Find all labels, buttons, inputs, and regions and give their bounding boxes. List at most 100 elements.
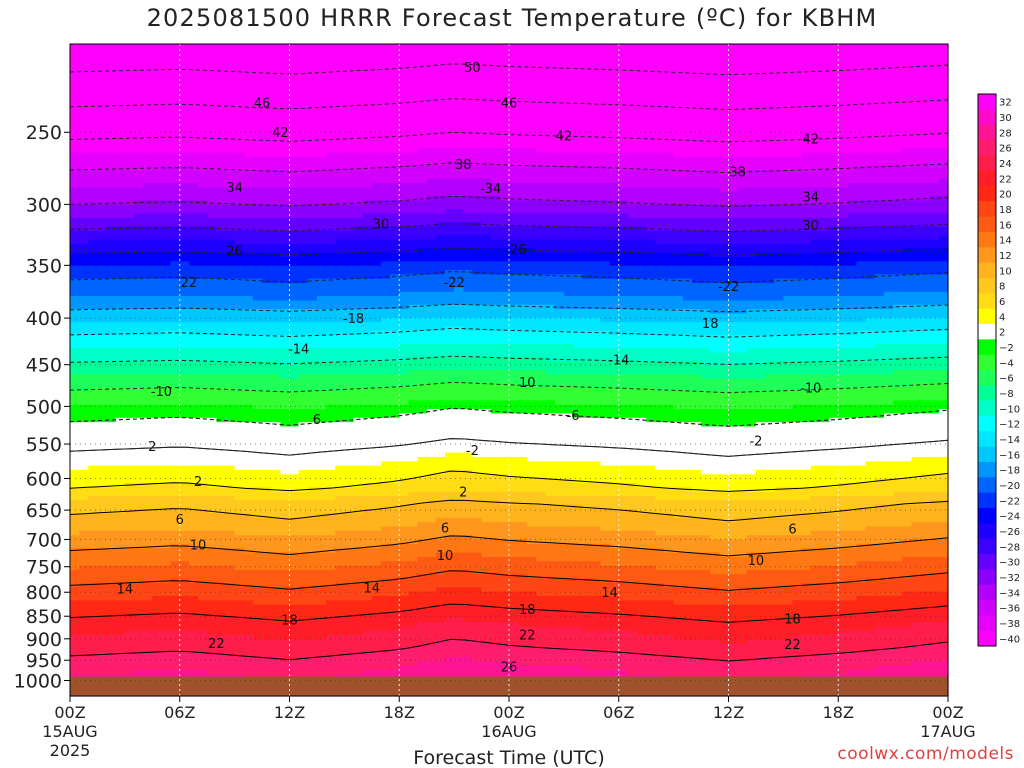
field-cell [134,265,144,271]
field-cell [243,96,254,102]
field-cell [746,65,757,71]
field-cell [252,165,263,171]
field-cell [316,200,327,206]
field-cell [88,91,99,97]
field-cell [426,178,437,184]
field-cell [563,252,574,258]
field-cell [444,152,455,158]
field-cell [426,57,437,62]
field-cell [646,230,656,236]
temperature-field [70,44,949,697]
field-cell [390,226,400,232]
field-cell [417,87,428,93]
field-cell [545,209,556,215]
field-cell [179,252,190,258]
field-cell [728,109,739,115]
field-cell [710,139,720,145]
field-cell [262,157,272,162]
field-cell [856,83,867,89]
field-cell [344,96,355,102]
field-cell [307,130,318,136]
field-cell [755,209,766,215]
field-cell [518,178,528,184]
field-cell [170,130,181,136]
field-cell [554,174,565,180]
field-cell [573,209,583,215]
field-cell [170,143,181,149]
field-cell [746,209,757,215]
field-cell [737,165,748,171]
field-cell [481,139,492,145]
field-cell [124,178,135,184]
field-cell [838,48,848,54]
field-cell [179,178,190,184]
field-cell [79,213,89,219]
field-cell [746,261,757,267]
field-cell [646,117,656,123]
field-cell [554,261,565,267]
field-cell [682,170,693,175]
field-cell [198,117,208,123]
field-cell [161,235,172,241]
field-cell [673,178,684,184]
field-cell [627,91,638,97]
field-cell [819,235,830,241]
field-cell [143,126,153,132]
field-cell [801,252,812,258]
field-cell [673,143,684,149]
field-cell [134,226,144,232]
field-cell [847,152,858,158]
field-cell [591,200,602,206]
field-cell [627,157,638,162]
field-cell [591,83,602,89]
field-cell [527,113,538,119]
field-cell [444,217,455,223]
field-cell [307,178,318,184]
field-cell [362,209,373,215]
field-cell [243,113,254,119]
field-cell [353,256,364,262]
field-cell [399,122,409,128]
field-cell [509,83,519,89]
field-cell [682,243,693,249]
field-cell [554,135,565,141]
field-cell [207,178,217,184]
field-cell [938,248,949,254]
field-cell [380,165,391,171]
field-cell [481,100,492,106]
field-cell [929,143,940,149]
field-cell [627,191,638,197]
field-cell [582,52,592,58]
field-cell [326,191,336,197]
field-cell [682,161,693,167]
field-cell [819,96,830,102]
field-cell [390,113,400,119]
field-cell [79,248,89,254]
field-cell [298,104,309,110]
field-cell [143,148,153,154]
field-cell [737,230,748,236]
field-cell [920,243,931,249]
field-cell [335,74,345,80]
field-cell [783,178,794,184]
field-cell [664,57,675,62]
field-cell [554,222,565,228]
field-cell [97,52,108,58]
field-cell [298,143,309,149]
field-cell [179,52,190,58]
field-cell [426,204,437,210]
field-cell [198,217,208,223]
field-cell [563,200,574,206]
field-cell [88,104,99,110]
field-cell [481,65,492,71]
field-cell [646,109,656,115]
field-cell [234,65,245,71]
field-cell [609,139,620,145]
field-cell [819,139,830,145]
field-cell [920,44,931,49]
field-cell [719,61,730,67]
field-cell [847,96,858,102]
field-cell [463,157,474,162]
field-cell [893,230,903,236]
field-cell [573,78,583,84]
